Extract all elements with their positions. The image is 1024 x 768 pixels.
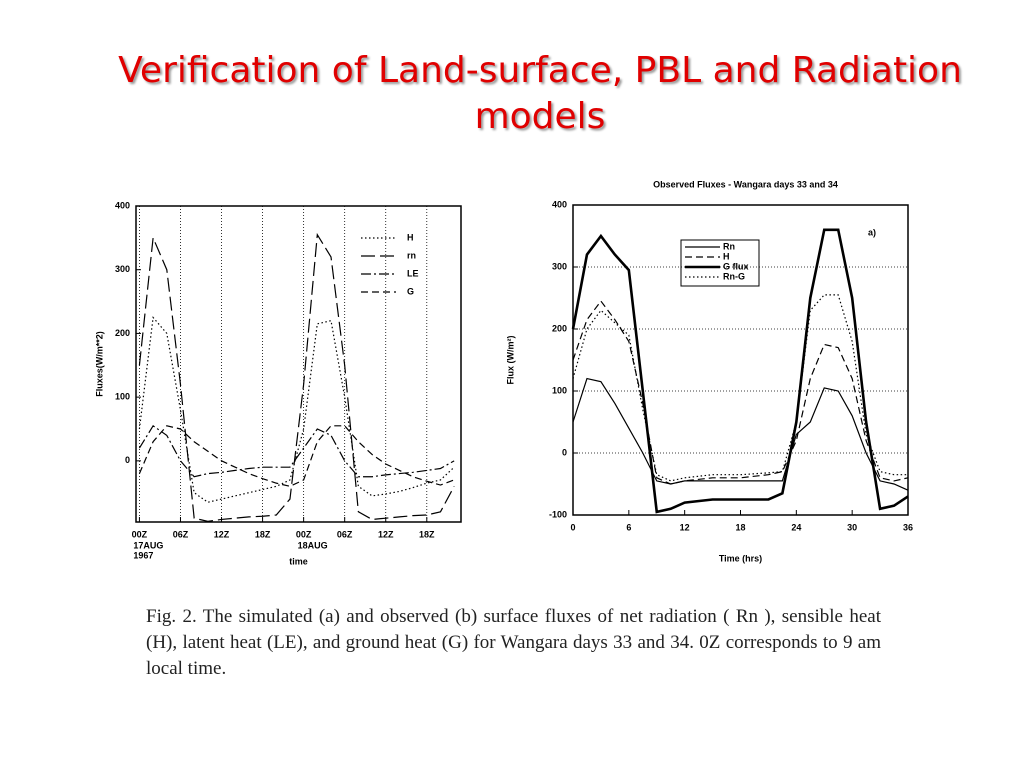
x-tick-label: 6 <box>626 522 631 532</box>
y-tick-label: 0 <box>125 455 130 465</box>
x-tick-label: 18Z <box>255 529 271 539</box>
y-tick-label: 100 <box>115 392 130 402</box>
x-tick-label: 12Z <box>214 529 230 539</box>
x-tick-label: 24 <box>791 522 801 532</box>
series-line <box>572 300 909 485</box>
series-line <box>571 228 909 514</box>
x-tick-label: 18 <box>735 522 745 532</box>
x-tick-label: 18Z <box>419 529 435 539</box>
plot-frame <box>135 205 462 523</box>
date-label: 18AUG <box>298 540 328 550</box>
x-tick-label: 30 <box>847 522 857 532</box>
series-line <box>138 316 455 503</box>
legend-label: Rn <box>723 241 735 251</box>
legend-label: rn <box>407 250 416 260</box>
y-tick-label: 0 <box>562 447 567 457</box>
legend-label: LE <box>407 268 419 278</box>
legend-label: G flux <box>723 261 749 271</box>
x-tick-label: 12 <box>680 522 690 532</box>
chart-title: Observed Fluxes - Wangara days 33 and 34 <box>653 179 838 189</box>
plot-frame <box>572 204 909 516</box>
x-tick-label: 00Z <box>132 529 148 539</box>
date-label: 17AUG <box>133 540 163 550</box>
legend-label: Rn-G <box>723 271 745 281</box>
x-tick-label: 00Z <box>296 529 312 539</box>
slide-title: Verification of Land-surface, PBL and Ra… <box>118 50 962 137</box>
legend-label: H <box>407 232 414 242</box>
x-tick-label: 06Z <box>337 529 353 539</box>
y-tick-label: 200 <box>115 328 130 338</box>
y-tick-label: -100 <box>549 509 567 519</box>
y-axis-label: Flux (W/m²) <box>505 336 515 385</box>
series-line <box>572 377 909 491</box>
y-tick-label: 400 <box>115 200 130 210</box>
x-axis-label: Time (hrs) <box>719 553 762 563</box>
x-tick-label: 12Z <box>378 529 394 539</box>
y-axis-label: Fluxes(W/m**2) <box>94 331 104 397</box>
series-line <box>138 425 455 487</box>
series-line <box>572 294 908 482</box>
y-tick-label: 200 <box>552 323 567 333</box>
legend-label: H <box>723 251 730 261</box>
y-tick-label: 300 <box>115 264 130 274</box>
y-tick-label: 400 <box>552 199 567 209</box>
legend-frame <box>680 239 760 287</box>
y-tick-label: 100 <box>552 385 567 395</box>
y-tick-label: 300 <box>552 261 567 271</box>
x-tick-label: 06Z <box>173 529 189 539</box>
legend-label: G <box>407 286 414 296</box>
annotation: a) <box>868 227 876 237</box>
date-label: 1967 <box>133 550 153 560</box>
series-line <box>138 232 455 522</box>
series-line <box>138 424 455 478</box>
x-tick-label: 36 <box>903 522 913 532</box>
x-axis-label: time <box>289 556 308 566</box>
caption: Fig. 2. The simulated (a) and observed (… <box>146 606 881 679</box>
x-tick-label: 0 <box>570 522 575 532</box>
